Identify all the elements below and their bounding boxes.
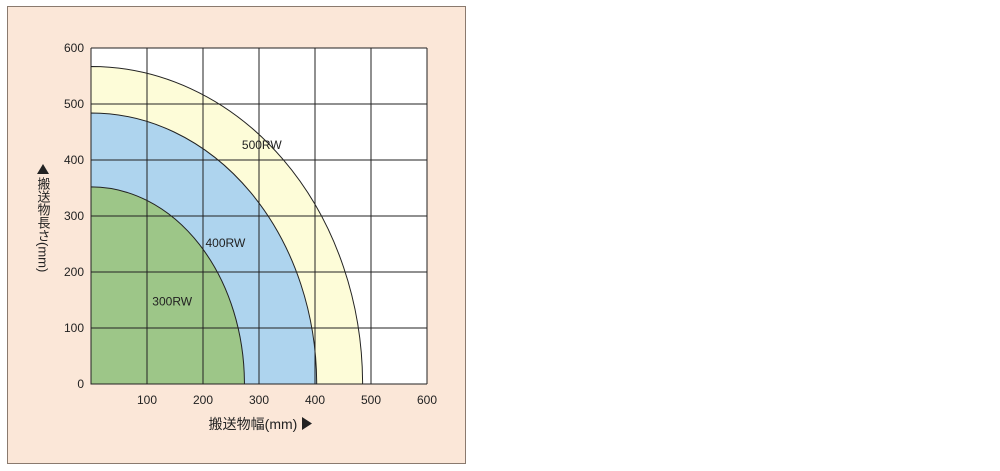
y-tick-label: 0 xyxy=(77,377,84,391)
y-tick-label: 600 xyxy=(64,41,84,55)
x-tick-label: 300 xyxy=(249,393,269,407)
y-tick-label: 500 xyxy=(64,97,84,111)
x-tick-label: 100 xyxy=(137,393,157,407)
x-axis-arrow-icon xyxy=(302,417,312,430)
series-label-1: 400RW xyxy=(206,236,246,250)
series-label-0: 500RW xyxy=(242,138,282,152)
x-tick-label: 200 xyxy=(193,393,213,407)
x-tick-label: 600 xyxy=(417,393,437,407)
series-label-2: 300RW xyxy=(152,295,192,309)
y-axis-title: 搬送物長さ(mm) xyxy=(36,177,51,272)
series-area-2 xyxy=(90,186,245,385)
y-tick-label: 100 xyxy=(64,321,84,335)
x-tick-label: 500 xyxy=(361,393,381,407)
x-tick-label: 400 xyxy=(305,393,325,407)
y-tick-label: 200 xyxy=(64,265,84,279)
y-tick-label: 400 xyxy=(64,153,84,167)
x-axis-title: 搬送物幅(mm) xyxy=(209,416,298,432)
y-axis-arrow-icon xyxy=(37,164,49,174)
y-tick-label: 300 xyxy=(64,209,84,223)
